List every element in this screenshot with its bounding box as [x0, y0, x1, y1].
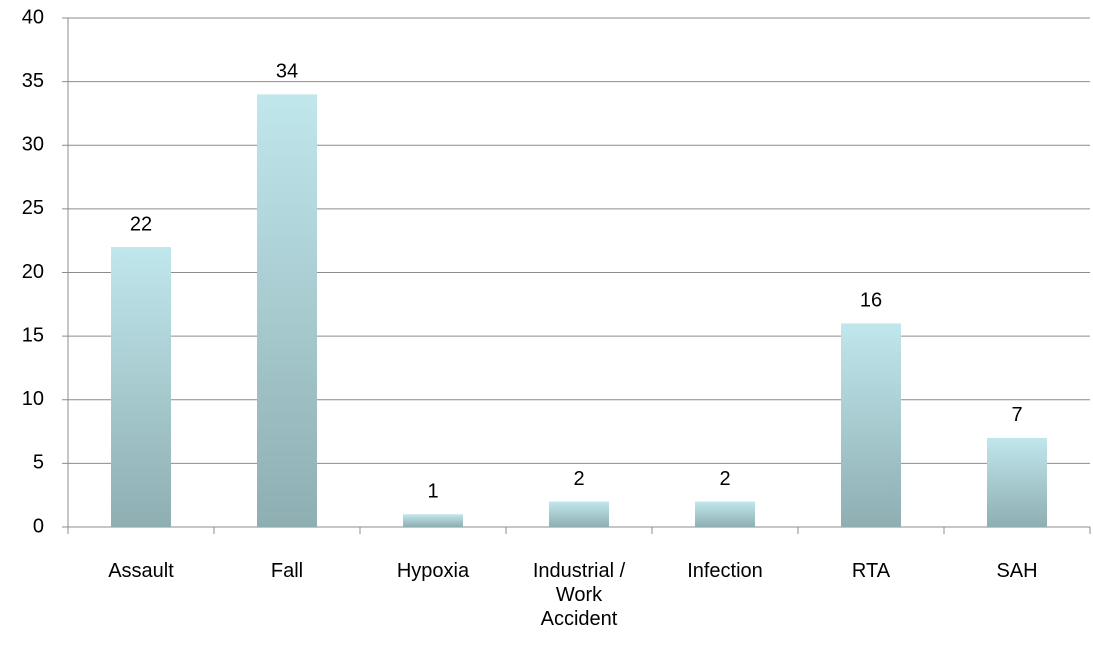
- y-tick-label: 5: [33, 452, 44, 474]
- x-tick-label: Hypoxia: [396, 560, 470, 582]
- y-tick-label: 35: [22, 70, 44, 92]
- x-tick-label: Industrial / Work Accident: [532, 560, 626, 630]
- bar: [695, 501, 755, 527]
- y-tick-label: 10: [22, 388, 44, 410]
- y-tick-label: 0: [33, 515, 44, 537]
- y-tick-label: 15: [22, 324, 44, 346]
- data-label: 34: [276, 61, 298, 83]
- x-tick-label: RTA: [851, 560, 891, 582]
- bar: [987, 437, 1047, 527]
- x-tick-label: SAH: [996, 560, 1038, 582]
- x-tick-label: Infection: [687, 560, 763, 582]
- y-tick-label: 30: [22, 134, 44, 156]
- bar: [111, 247, 171, 528]
- y-tick-label: 40: [22, 6, 44, 28]
- x-tick-label: Assault: [108, 560, 174, 582]
- y-tick-label: 20: [22, 261, 44, 283]
- data-label: 1: [427, 481, 438, 503]
- bar: [549, 501, 609, 527]
- data-label: 7: [1011, 404, 1022, 426]
- x-tick-label: Fall: [270, 560, 304, 582]
- data-label: 16: [860, 290, 882, 312]
- bar: [841, 323, 901, 527]
- bar: [257, 94, 317, 527]
- data-label: 2: [719, 468, 730, 490]
- bar: [403, 514, 463, 527]
- data-label: 2: [573, 468, 584, 490]
- y-tick-label: 25: [22, 197, 44, 219]
- data-label: 22: [130, 213, 152, 235]
